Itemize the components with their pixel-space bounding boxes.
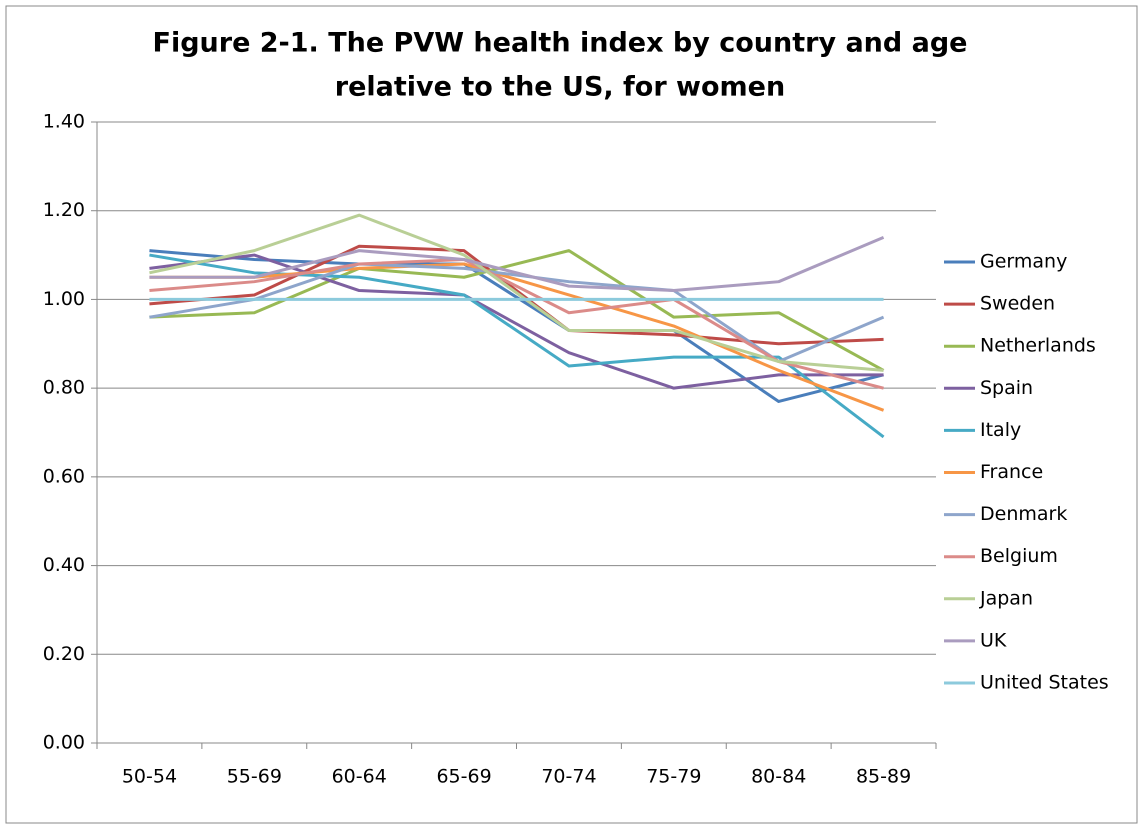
y-tick-label: 0.80 bbox=[43, 377, 85, 399]
series-line bbox=[149, 244, 884, 346]
y-tick-label: 1.00 bbox=[43, 288, 85, 310]
chart-border bbox=[5, 5, 1138, 824]
legend-label: Japan bbox=[979, 587, 1033, 609]
x-tick-label: 65-69 bbox=[436, 766, 491, 788]
series-line bbox=[149, 249, 885, 372]
chart-title: Figure 2-1. The PVW health index by coun… bbox=[153, 28, 968, 59]
x-tick-label: 85-89 bbox=[856, 766, 911, 788]
y-tick-label: 1.40 bbox=[43, 111, 85, 133]
series-line bbox=[149, 235, 885, 293]
x-tick-label: 50-54 bbox=[122, 766, 177, 788]
y-tick-label: 0.40 bbox=[43, 554, 85, 576]
legend-label: France bbox=[980, 461, 1043, 483]
legend-label: UK bbox=[980, 629, 1007, 651]
legend-label: Sweden bbox=[980, 293, 1055, 315]
x-tick-label: 80-84 bbox=[751, 766, 806, 788]
series-line bbox=[149, 213, 884, 372]
x-tick-label: 75-79 bbox=[646, 766, 701, 788]
y-tick-label: 0.60 bbox=[43, 465, 85, 487]
legend-label: Belgium bbox=[980, 545, 1058, 567]
legend-label: Germany bbox=[980, 251, 1067, 273]
y-tick-label: 1.20 bbox=[43, 199, 85, 221]
series-line bbox=[149, 262, 885, 412]
legend-label: Netherlands bbox=[980, 335, 1096, 357]
legend-label: Italy bbox=[980, 419, 1021, 441]
x-tick-label: 60-64 bbox=[332, 766, 387, 788]
x-tick-label: 55-69 bbox=[227, 766, 282, 788]
y-tick-label: 0.00 bbox=[43, 732, 85, 754]
series-line bbox=[149, 253, 884, 390]
legend-label: Spain bbox=[980, 377, 1033, 399]
chart-title: relative to the US, for women bbox=[335, 72, 785, 103]
series-line bbox=[149, 258, 884, 390]
legend-label: United States bbox=[980, 672, 1109, 694]
legend-label: Denmark bbox=[980, 503, 1067, 525]
x-tick-label: 70-74 bbox=[541, 766, 596, 788]
y-tick-label: 0.20 bbox=[43, 643, 85, 665]
